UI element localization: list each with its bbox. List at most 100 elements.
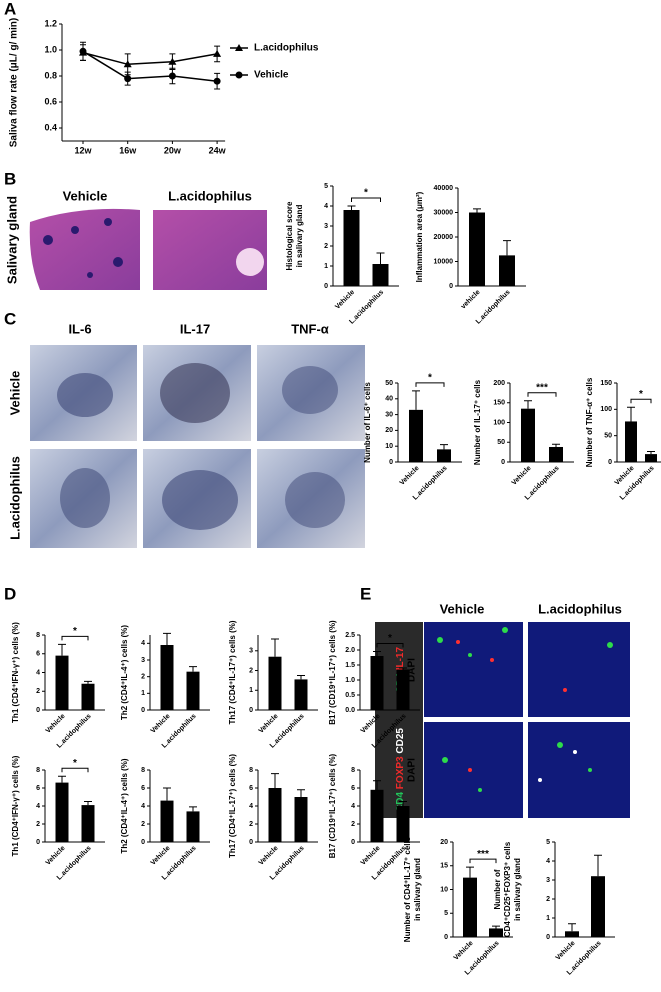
point [79,47,87,55]
significance-bracket [415,382,445,387]
panel-label: E [360,584,371,603]
y-tick-label: 50 [497,439,505,446]
bar [521,408,535,462]
x-tick-label: Vehicle [511,465,533,487]
significance-bracket [630,398,652,404]
y-axis-title: B17 (CD19⁺IL-17⁺) cells (%) [328,620,337,725]
y-tick-label: 2 [351,821,355,828]
error-bar [473,208,481,213]
y-tick-label: 40000 [434,185,454,192]
y-tick-label: 40 [385,396,393,403]
y-axis-title: Saliva flow rate (μL/ g/ min) [9,18,20,147]
error-bar [84,801,92,806]
error-bar [271,773,279,788]
y-tick-label: 150 [600,380,612,387]
y-tick-label: 15 [440,863,448,870]
error-bar [568,923,576,932]
y-axis-title: CD4⁺CD25⁺FOXP3⁺ cells [503,841,512,937]
y-tick-label: 2 [546,896,550,903]
y-tick-label: 1.2 [44,18,57,28]
histology-image [29,208,140,290]
y-tick-label: 100 [600,406,612,413]
y-tick-label: 4 [324,203,328,210]
error-bar [297,789,305,797]
y-tick-label: 1.0 [345,677,355,684]
y-tick-label: 6 [141,785,145,792]
error-bar [297,674,305,680]
y-tick-label: 0 [444,934,448,941]
bar [565,931,579,937]
point [213,49,222,57]
significance-label: * [388,633,392,644]
y-tick-label: 8 [141,767,145,774]
bar [409,409,423,462]
y-tick-label: 1 [249,687,253,694]
point [168,57,177,65]
point [213,77,221,85]
y-axis-title: in salivary gland [513,858,522,921]
point [168,72,176,80]
y-axis-title: in salivary gland [413,858,422,921]
legend-label: L.acidophilus [254,43,319,54]
error-bar [376,252,385,264]
fluorescence-images [424,622,630,818]
bar [268,656,282,710]
error-bar [163,632,171,645]
y-tick-label: 20 [385,427,393,434]
y-tick-label: 50 [604,433,612,440]
error-bar [399,801,407,806]
y-tick-label: 30 [385,411,393,418]
bar [160,645,174,710]
y-axis-title: Number of IL-17⁺ cells [473,379,482,465]
error-bar [594,854,602,877]
y-tick-label: 0 [608,459,612,466]
y-tick-label: 3 [141,657,145,664]
y-tick-label: 2 [141,821,145,828]
bar [549,446,563,462]
y-tick-label: 1 [141,690,145,697]
bar [645,454,657,462]
y-tick-label: 1 [324,263,328,270]
y-tick-label: 10 [440,886,448,893]
bar [370,656,384,710]
stain-label: DAPI [407,758,418,782]
bar [160,800,174,842]
y-axis-title: Inflammation area (μm²) [415,191,424,282]
bar [186,671,200,710]
x-tick-label: Vehicle [150,713,172,735]
y-tick-label: 6 [36,785,40,792]
x-tick-label: Vehicle [334,289,356,311]
column-label: Vehicle [63,188,108,203]
y-tick-label: 4 [351,803,355,810]
error-bar [347,205,356,210]
error-bar [492,925,500,929]
column-label: IL-6 [68,321,91,336]
infiltrate-spots [43,218,123,278]
y-tick-label: 0 [249,839,253,846]
error-bar [552,443,560,447]
y-tick-label: 3 [324,223,328,230]
panel-label: C [4,309,16,328]
bar [294,679,308,710]
x-tick-label: Vehicle [258,713,280,735]
y-tick-label: 50 [385,380,393,387]
series-line [82,50,218,82]
error-bar [524,400,532,409]
stain: IL-17 [395,646,406,670]
error-bar [503,240,511,256]
y-axis-title: Histological score [285,201,294,270]
error-bar [440,444,448,450]
y-axis-title: Th2 (CD4⁺IL-4⁺) cells (%) [120,625,129,720]
y-tick-label: 2 [141,674,145,681]
significance-bracket [61,767,89,773]
y-tick-label: 4 [141,640,145,647]
y-axis-title: in salivary gland [295,205,304,268]
y-tick-label: 4 [36,669,40,676]
y-axis-title: Number of CD4⁺IL-17⁺ cells [403,836,412,942]
error-bar [466,866,474,878]
row-label: Vehicle [7,371,22,416]
y-axis-title: B17 (CD19⁺IL-17⁺) cells (%) [328,753,337,858]
column-label: Vehicle [440,601,485,616]
y-axis-title: Number of TNF-α⁺ cells [585,377,594,467]
significance-label: * [73,758,77,769]
